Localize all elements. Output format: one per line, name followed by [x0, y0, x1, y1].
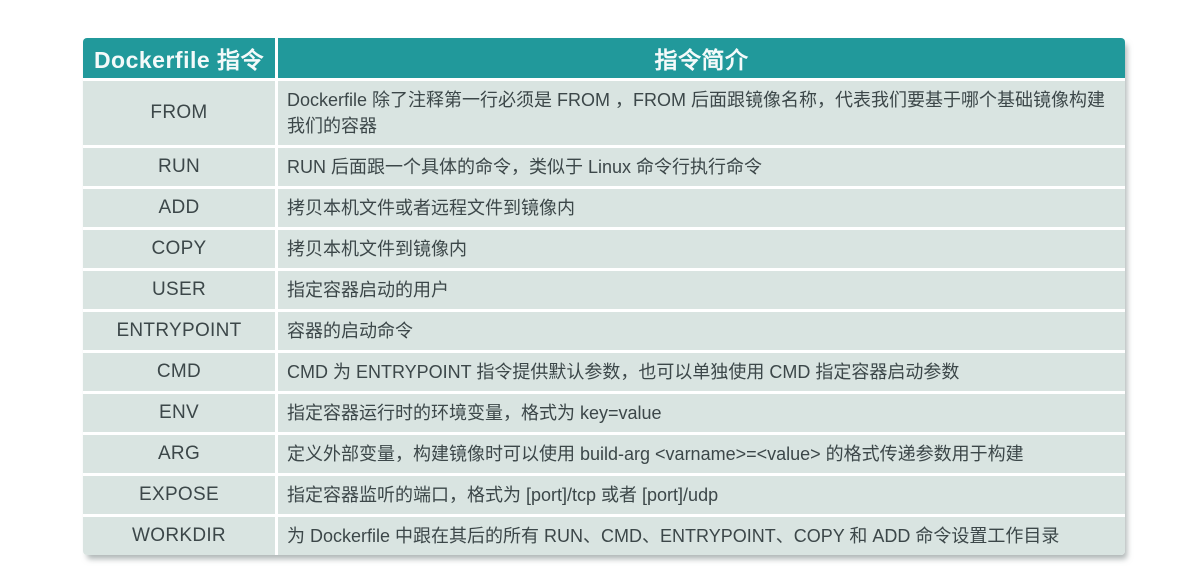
instruction-description: 定义外部变量，构建镜像时可以使用 build-arg <varname>=<va… [287, 444, 1024, 464]
table-row: COPY 拷贝本机文件到镜像内 [83, 230, 1125, 268]
description-cell: 指定容器启动的用户 [278, 271, 1125, 309]
table-row: ARG 定义外部变量，构建镜像时可以使用 build-arg <varname>… [83, 435, 1125, 473]
header-label-instruction: Dockerfile 指令 [93, 47, 265, 73]
instruction-cell: USER [83, 271, 275, 309]
table-row: EXPOSE 指定容器监听的端口，格式为 [port]/tcp 或者 [port… [83, 476, 1125, 514]
header-cell-instruction: Dockerfile 指令 [83, 38, 275, 78]
table-row: USER 指定容器启动的用户 [83, 271, 1125, 309]
description-cell: RUN 后面跟一个具体的命令，类似于 Linux 命令行执行命令 [278, 148, 1125, 186]
table-body: FROM Dockerfile 除了注释第一行必须是 FROM ，FROM 后面… [83, 81, 1125, 555]
instruction-name: COPY [151, 238, 207, 259]
instruction-name: ADD [158, 197, 200, 218]
instruction-description: 为 Dockerfile 中跟在其后的所有 RUN、CMD、ENTRYPOINT… [287, 526, 1060, 546]
description-cell: 定义外部变量，构建镜像时可以使用 build-arg <varname>=<va… [278, 435, 1125, 473]
description-cell: 容器的启动命令 [278, 312, 1125, 350]
instruction-description: RUN 后面跟一个具体的命令，类似于 Linux 命令行执行命令 [287, 157, 763, 177]
table-row: WORKDIR 为 Dockerfile 中跟在其后的所有 RUN、CMD、EN… [83, 517, 1125, 555]
description-cell: 指定容器运行时的环境变量，格式为 key=value [278, 394, 1125, 432]
instruction-description: 指定容器运行时的环境变量，格式为 key=value [287, 403, 662, 423]
table-header-row: Dockerfile 指令 指令简介 [83, 38, 1125, 78]
instruction-name: FROM [150, 102, 208, 123]
instruction-cell: ENV [83, 394, 275, 432]
header-label-description: 指令简介 [654, 47, 749, 73]
instruction-description: CMD 为 ENTRYPOINT 指令提供默认参数，也可以单独使用 CMD 指定… [287, 362, 960, 382]
instruction-name: ARG [157, 443, 201, 464]
instruction-name: USER [152, 279, 206, 300]
instruction-cell: CMD [83, 353, 275, 391]
table-row: ENV 指定容器运行时的环境变量，格式为 key=value [83, 394, 1125, 432]
description-cell: Dockerfile 除了注释第一行必须是 FROM ，FROM 后面跟镜像名称… [278, 81, 1125, 145]
instruction-description: 指定容器启动的用户 [287, 280, 449, 300]
instruction-name: ENTRYPOINT [116, 320, 242, 341]
instruction-cell: ADD [83, 189, 275, 227]
instruction-name: CMD [156, 361, 202, 382]
instruction-cell: EXPOSE [83, 476, 275, 514]
instruction-cell: WORKDIR [83, 517, 275, 555]
instruction-cell: COPY [83, 230, 275, 268]
instruction-description: Dockerfile 除了注释第一行必须是 FROM ，FROM 后面跟镜像名称… [287, 90, 1106, 136]
table-row: CMD CMD 为 ENTRYPOINT 指令提供默认参数，也可以单独使用 CM… [83, 353, 1125, 391]
table-row: RUN RUN 后面跟一个具体的命令，类似于 Linux 命令行执行命令 [83, 148, 1125, 186]
instruction-description: 指定容器监听的端口，格式为 [port]/tcp 或者 [port]/udp [287, 485, 719, 505]
instruction-description: 容器的启动命令 [287, 321, 413, 341]
instruction-cell: ARG [83, 435, 275, 473]
dockerfile-instructions-table: Dockerfile 指令 指令简介 FROM Dockerfile 除了注释第… [83, 38, 1125, 555]
instruction-name: ENV [159, 402, 199, 423]
instruction-name: WORKDIR [132, 525, 226, 546]
instruction-description: 拷贝本机文件到镜像内 [287, 239, 467, 259]
description-cell: CMD 为 ENTRYPOINT 指令提供默认参数，也可以单独使用 CMD 指定… [278, 353, 1125, 391]
description-cell: 指定容器监听的端口，格式为 [port]/tcp 或者 [port]/udp [278, 476, 1125, 514]
description-cell: 拷贝本机文件到镜像内 [278, 230, 1125, 268]
instruction-name: RUN [157, 156, 201, 177]
header-cell-description: 指令简介 [278, 38, 1125, 78]
instruction-name: EXPOSE [139, 484, 219, 505]
instruction-cell: FROM [83, 81, 275, 145]
table-row: ADD 拷贝本机文件或者远程文件到镜像内 [83, 189, 1125, 227]
table-row: ENTRYPOINT 容器的启动命令 [83, 312, 1125, 350]
description-cell: 为 Dockerfile 中跟在其后的所有 RUN、CMD、ENTRYPOINT… [278, 517, 1125, 555]
table-row: FROM Dockerfile 除了注释第一行必须是 FROM ，FROM 后面… [83, 81, 1125, 145]
description-cell: 拷贝本机文件或者远程文件到镜像内 [278, 189, 1125, 227]
instruction-cell: RUN [83, 148, 275, 186]
instruction-description: 拷贝本机文件或者远程文件到镜像内 [287, 198, 575, 218]
instruction-cell: ENTRYPOINT [83, 312, 275, 350]
